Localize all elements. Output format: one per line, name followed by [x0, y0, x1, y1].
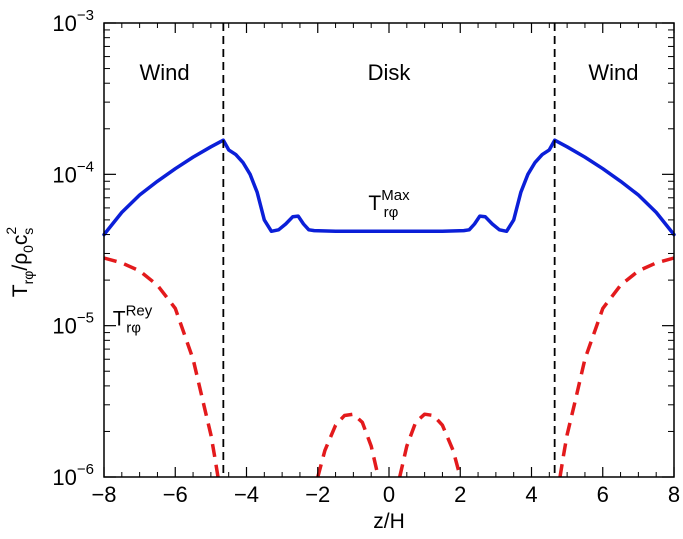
- annotation-reynolds: TRey rφ: [113, 303, 153, 337]
- x-tick-label: −2: [305, 482, 330, 507]
- y-tick-label: 10−4: [52, 158, 94, 187]
- series-layer: [102, 138, 676, 478]
- ticks: −8 −6 −4 −2 0 2 4 6 8 10−6 10−5 10−4 10−3: [52, 7, 680, 507]
- labels: z/H Trφ/ρ0c2s Wind Disk Wind TMax rφ TRey rφ: [3, 60, 639, 533]
- boundary-lines: [222, 23, 556, 477]
- annotation-maxwell: TMax rφ: [368, 187, 410, 221]
- y-axis-label: Trφ/ρ0c2s: [3, 227, 36, 298]
- x-tick-label: 8: [668, 482, 680, 507]
- region-label-2: Disk: [368, 60, 412, 85]
- x-tick-label: 2: [454, 482, 466, 507]
- region-label-1: Wind: [140, 60, 190, 85]
- region-label-3: Wind: [588, 60, 638, 85]
- x-tick-label: 6: [597, 482, 609, 507]
- series-line-reynolds-left: [103, 256, 220, 478]
- x-tick-label: 4: [525, 482, 537, 507]
- x-tick-label: −4: [234, 482, 259, 507]
- x-axis-label: z/H: [373, 510, 405, 533]
- series-line-maxwell: [102, 138, 676, 237]
- y-tick-label: 10−3: [52, 7, 94, 36]
- x-tick-label: 0: [383, 482, 395, 507]
- x-tick-label: −8: [91, 482, 116, 507]
- x-tick-label: −6: [163, 482, 188, 507]
- y-tick-label: 10−5: [52, 310, 94, 339]
- plot-frame: [103, 22, 675, 478]
- y-tick-label: 10−6: [52, 461, 94, 490]
- series-line-reynolds-center-left: [316, 412, 381, 478]
- series-line-reynolds-right: [558, 256, 675, 478]
- series-line-reynolds-center-right: [397, 412, 462, 478]
